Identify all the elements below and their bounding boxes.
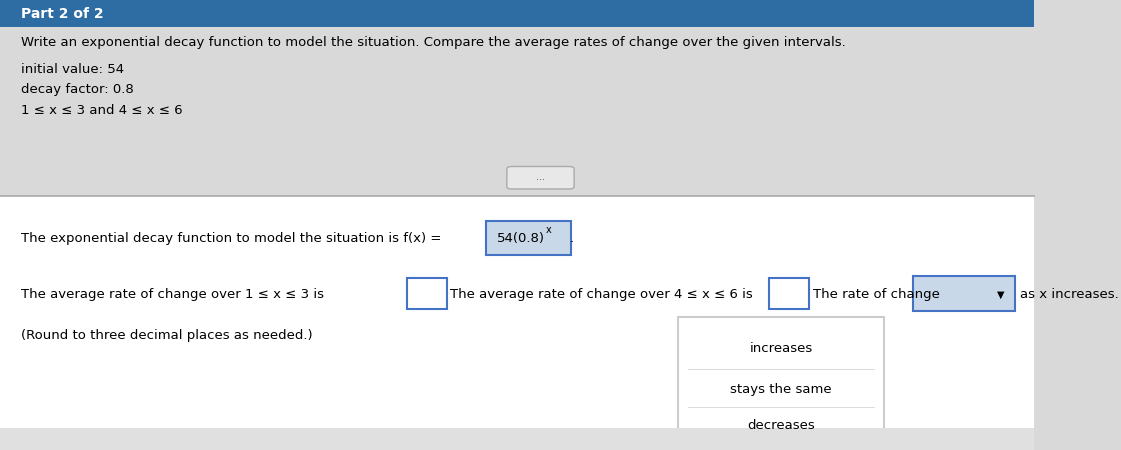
Text: x: x: [546, 225, 552, 235]
FancyBboxPatch shape: [769, 278, 809, 309]
Text: decay factor: 0.8: decay factor: 0.8: [20, 84, 133, 96]
Text: The average rate of change over 1 ≤ x ≤ 3 is: The average rate of change over 1 ≤ x ≤ …: [20, 288, 324, 301]
Text: 1 ≤ x ≤ 3 and 4 ≤ x ≤ 6: 1 ≤ x ≤ 3 and 4 ≤ x ≤ 6: [20, 104, 183, 117]
Text: Write an exponential decay function to model the situation. Compare the average : Write an exponential decay function to m…: [20, 36, 845, 49]
FancyBboxPatch shape: [0, 0, 1035, 27]
Text: increases: increases: [749, 342, 813, 355]
Text: ...: ...: [536, 172, 545, 182]
Text: as x increases.: as x increases.: [1020, 288, 1119, 301]
FancyBboxPatch shape: [914, 276, 1015, 311]
FancyBboxPatch shape: [0, 196, 1035, 450]
FancyBboxPatch shape: [0, 428, 1035, 450]
Text: decreases: decreases: [747, 419, 815, 432]
Text: 54(0.8): 54(0.8): [497, 232, 545, 245]
Text: initial value: 54: initial value: 54: [20, 63, 123, 76]
FancyBboxPatch shape: [677, 317, 884, 443]
FancyBboxPatch shape: [487, 221, 571, 255]
Text: The rate of change: The rate of change: [813, 288, 939, 301]
Text: ▼: ▼: [997, 290, 1004, 300]
FancyBboxPatch shape: [407, 278, 447, 309]
Text: (Round to three decimal places as needed.): (Round to three decimal places as needed…: [20, 329, 313, 342]
Text: The exponential decay function to model the situation is f(x) =: The exponential decay function to model …: [20, 232, 445, 245]
FancyBboxPatch shape: [0, 27, 1035, 202]
Text: Part 2 of 2: Part 2 of 2: [20, 6, 103, 21]
Text: stays the same: stays the same: [730, 383, 832, 396]
FancyBboxPatch shape: [507, 166, 574, 189]
Text: The average rate of change over 4 ≤ x ≤ 6 is: The average rate of change over 4 ≤ x ≤ …: [450, 288, 752, 301]
Text: .: .: [569, 232, 574, 245]
